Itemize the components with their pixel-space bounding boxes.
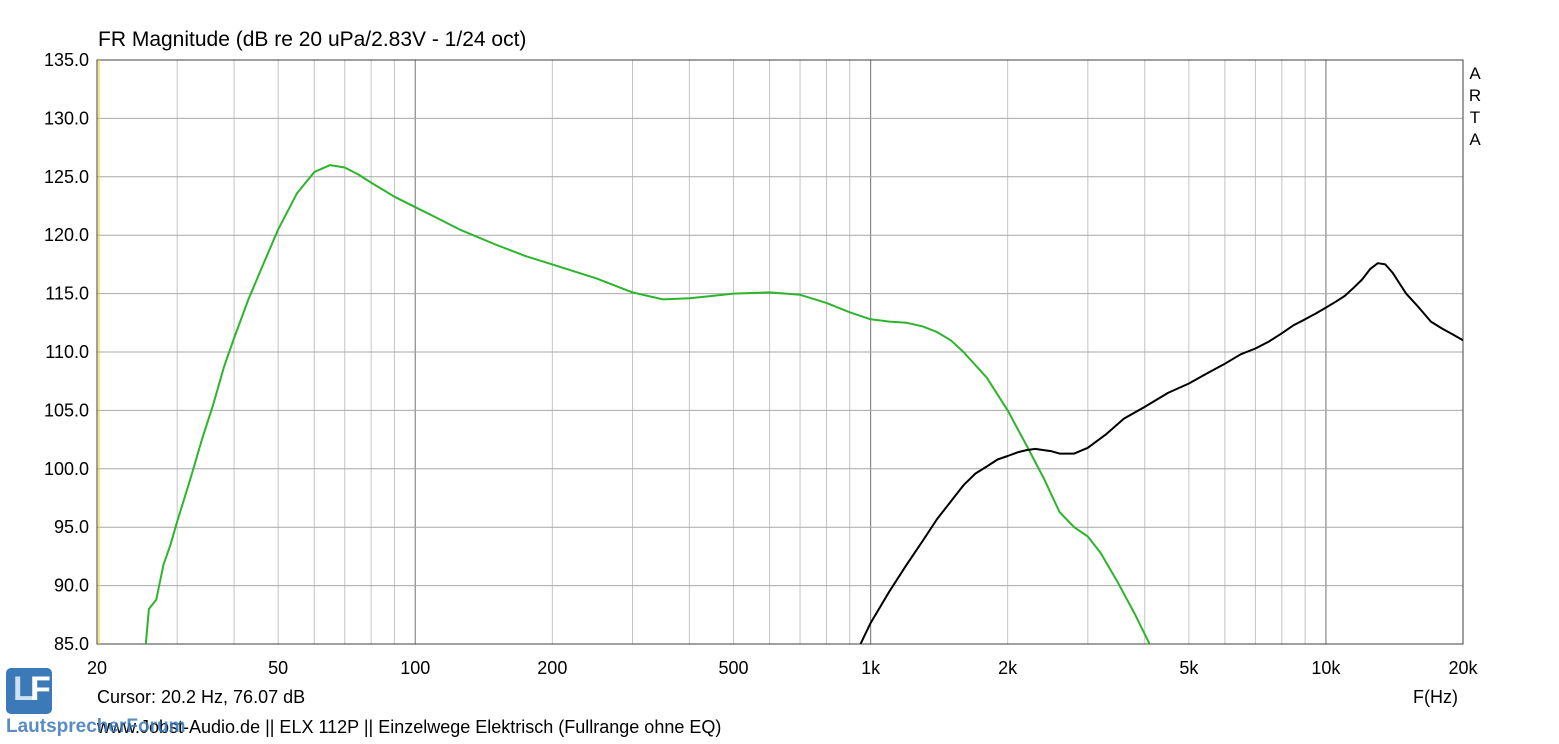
y-tick-label: 105.0 (44, 400, 89, 420)
x-tick-label: 200 (537, 658, 567, 678)
logo-letter-f: F (30, 670, 51, 708)
x-tick-label: 100 (400, 658, 430, 678)
y-tick-label: 95.0 (54, 517, 89, 537)
y-tick-label: 130.0 (44, 108, 89, 128)
y-tick-label: 125.0 (44, 167, 89, 187)
y-tick-label: 85.0 (54, 634, 89, 654)
y-tick-label: 110.0 (45, 342, 89, 362)
arta-letter: A (1469, 64, 1481, 83)
x-tick-label: 1k (861, 658, 881, 678)
plot-frame (96, 59, 1464, 645)
y-tick-label: 100.0 (44, 459, 89, 479)
y-tick-label: 120.0 (44, 225, 89, 245)
logo-letter-l: L (13, 670, 34, 708)
logo-wordmark: LautsprecherForum (6, 716, 186, 737)
y-tick-label: 90.0 (54, 576, 89, 596)
arta-letter: A (1469, 130, 1481, 149)
series-line-woofer (144, 164, 1151, 644)
cursor-readout: Cursor: 20.2 Hz, 76.07 dB (97, 687, 306, 707)
series-line-tweeter (859, 262, 1463, 644)
y-tick-label: 115.0 (45, 284, 89, 304)
x-tick-label: 50 (268, 658, 288, 678)
x-tick-label: 2k (998, 658, 1018, 678)
arta-letter: R (1468, 86, 1482, 105)
x-axis-label: F(Hz) (1413, 687, 1458, 707)
x-tick-label: 5k (1179, 658, 1199, 678)
arta-letter: T (1469, 108, 1481, 127)
logo-badge: L F (6, 668, 52, 714)
x-tick-label: 500 (719, 658, 749, 678)
arta-watermark: A R T A (1467, 63, 1483, 151)
x-tick-label: 20 (87, 658, 107, 678)
x-tick-label: 10k (1311, 658, 1341, 678)
y-tick-label: 135.0 (44, 50, 89, 70)
x-tick-label: 20k (1448, 658, 1478, 678)
chart-title: FR Magnitude (dB re 20 uPa/2.83V - 1/24 … (98, 28, 527, 51)
footer-caption: www.Jobst-Audio.de || ELX 112P || Einzel… (97, 717, 722, 737)
